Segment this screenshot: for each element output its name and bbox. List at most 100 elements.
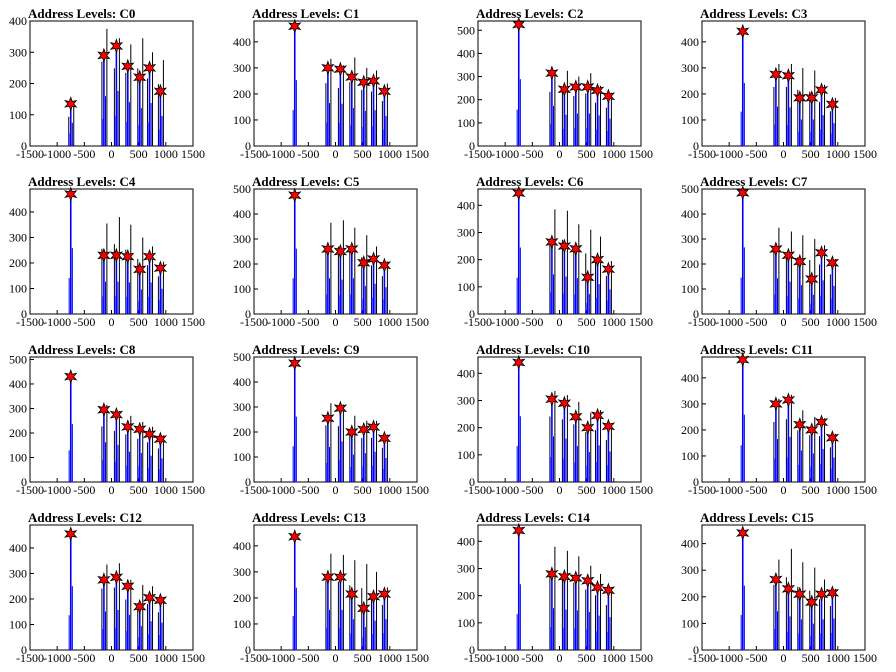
peak-marker — [601, 261, 616, 277]
peak-marker — [769, 66, 783, 83]
peak-marker — [153, 592, 168, 608]
peak-marker — [64, 96, 78, 112]
y-tick-label: 300 — [233, 61, 251, 75]
x-tick-label: 1500 — [181, 315, 205, 329]
peak-marker — [109, 406, 124, 423]
peak-marker — [545, 234, 559, 250]
peak-marker — [545, 65, 559, 81]
x-tick-label: -500 — [73, 483, 95, 497]
x-tick-label: -1000 — [491, 147, 519, 161]
peak-marker — [825, 96, 840, 113]
y-tick-label: 400 — [233, 375, 251, 389]
y-tick-label: 200 — [457, 253, 475, 267]
peak-marker — [601, 582, 616, 598]
peak-marker — [288, 18, 302, 34]
x-tick-label: 1500 — [853, 315, 877, 329]
x-tick-label: 500 — [130, 651, 148, 665]
peak-marker — [590, 82, 605, 99]
panel-title: Address Levels: C7 — [700, 174, 808, 189]
y-tick-label: 300 — [681, 61, 699, 75]
peak-marker — [781, 392, 796, 408]
y-tick-label: 0 — [693, 307, 699, 321]
panel-title: Address Levels: C8 — [28, 342, 136, 357]
y-tick-label: 400 — [457, 366, 475, 380]
peak-marker — [345, 241, 359, 257]
x-tick-label: 0 — [557, 651, 563, 665]
y-tick-label: 300 — [9, 566, 27, 580]
peak-marker — [142, 248, 157, 265]
panel-title: Address Levels: C0 — [28, 6, 135, 21]
x-tick-label: -1000 — [715, 651, 743, 665]
panel-c7: Address Levels: C7-1500 -1000 -500 0 500 1000… — [681, 174, 877, 329]
panel-c0: Address Levels: C0-1500 -1000 -500 0 500 1000… — [9, 6, 205, 161]
x-tick-label: -1500 — [688, 147, 716, 161]
y-tick-label: 200 — [9, 77, 27, 91]
plot-frame — [701, 356, 866, 483]
x-tick-label: -1500 — [688, 315, 716, 329]
plot-frame — [701, 20, 866, 147]
peak-marker — [142, 589, 157, 606]
x-tick-label: -1500 — [16, 147, 44, 161]
panel-title: Address Levels: C12 — [28, 510, 142, 525]
peak-marker — [121, 248, 135, 265]
y-tick-label: 300 — [233, 565, 251, 579]
peak-marker — [569, 570, 583, 586]
y-tick-label: 300 — [9, 230, 27, 244]
y-tick-label: 100 — [681, 282, 699, 296]
x-tick-label: 1000 — [826, 651, 850, 665]
peak-marker — [97, 47, 111, 64]
panel-c2: Address Levels: C2-1500 -1000 -500 0 500 1000… — [457, 6, 653, 161]
peak-marker — [333, 243, 348, 260]
x-tick-label: -500 — [745, 315, 767, 329]
x-tick-label: -1500 — [16, 483, 44, 497]
x-tick-label: 0 — [781, 147, 787, 161]
peak-marker — [590, 407, 605, 424]
x-tick-label: -500 — [297, 483, 319, 497]
plot-frame — [477, 20, 642, 147]
peak-marker — [97, 247, 111, 264]
peak-marker — [793, 416, 807, 433]
x-tick-label: -500 — [521, 651, 543, 665]
peak-marker — [288, 528, 302, 545]
x-tick-label: 500 — [354, 483, 372, 497]
x-tick-label: 1500 — [629, 147, 653, 161]
y-tick-label: 200 — [681, 423, 699, 437]
x-tick-label: 500 — [578, 147, 596, 161]
y-tick-label: 0 — [21, 475, 27, 489]
x-tick-label: 0 — [109, 315, 115, 329]
panel-title: Address Levels: C15 — [700, 510, 814, 525]
y-tick-label: 0 — [469, 475, 475, 489]
y-tick-label: 400 — [457, 198, 475, 212]
x-tick-label: -500 — [745, 483, 767, 497]
y-tick-label: 400 — [9, 14, 27, 28]
peak-marker — [781, 247, 796, 263]
peak-marker — [97, 572, 111, 588]
peak-marker — [321, 241, 335, 257]
x-tick-label: -1500 — [240, 483, 268, 497]
x-tick-label: 0 — [333, 651, 339, 665]
peak-marker — [377, 83, 392, 100]
peak-marker — [366, 251, 381, 267]
y-tick-label: 300 — [233, 400, 251, 414]
y-tick-label: 100 — [233, 617, 251, 631]
y-tick-label: 200 — [233, 591, 251, 605]
x-tick-label: 1500 — [853, 147, 877, 161]
peak-marker — [825, 430, 840, 446]
x-tick-label: 1000 — [154, 651, 178, 665]
x-tick-label: -1500 — [16, 315, 44, 329]
y-tick-label: 400 — [681, 537, 699, 551]
plot-frame — [701, 524, 866, 651]
y-tick-label: 0 — [21, 307, 27, 321]
y-tick-label: 0 — [245, 307, 251, 321]
panel-title: Address Levels: C10 — [476, 342, 590, 357]
y-tick-label: 400 — [9, 205, 27, 219]
panel-title: Address Levels: C11 — [700, 342, 813, 357]
x-tick-label: -1500 — [16, 651, 44, 665]
peak-marker — [153, 83, 168, 100]
peak-marker — [321, 60, 335, 76]
peak-marker — [109, 38, 124, 54]
peak-marker — [736, 23, 750, 40]
panel-title: Address Levels: C6 — [476, 174, 584, 189]
peak-marker — [512, 16, 526, 33]
x-tick-label: 500 — [130, 315, 148, 329]
